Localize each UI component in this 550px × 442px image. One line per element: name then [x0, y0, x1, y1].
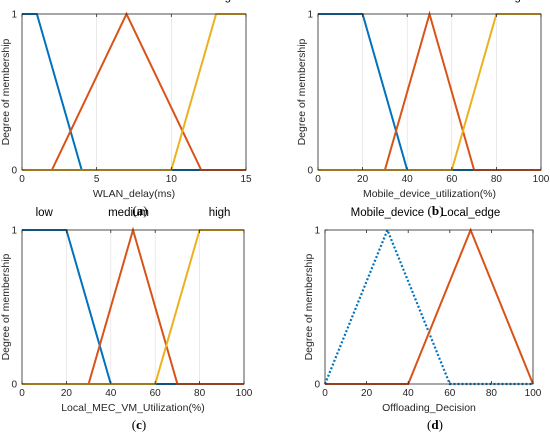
x-tick-label: 80: [194, 388, 206, 399]
panel-caption: (d): [427, 417, 443, 432]
plot-area: [318, 14, 541, 170]
term-label-medium: medium: [409, 0, 450, 3]
x-tick-label: 100: [525, 388, 542, 399]
y-tick-label: 0: [314, 380, 320, 391]
x-axis-title: WLAN_delay(ms): [93, 188, 175, 200]
plot-area: [22, 14, 246, 170]
x-tick-label: 0: [315, 174, 321, 185]
term-label-high: high: [506, 0, 528, 3]
term-label-medium: medium: [106, 0, 147, 3]
x-tick-label: 20: [361, 388, 373, 399]
y-axis-title: Degree of membership: [296, 38, 308, 145]
y-axis-title: Degree of membership: [0, 253, 12, 360]
y-tick-label: 0: [11, 166, 17, 177]
y-tick-label: 0: [11, 380, 17, 391]
term-label-low: low: [25, 0, 43, 3]
y-tick-label: 1: [11, 226, 17, 237]
x-tick-label: 10: [166, 174, 178, 185]
plot-area: [325, 230, 533, 384]
term-label-low: low: [36, 207, 54, 219]
x-tick-label: 60: [446, 174, 458, 185]
x-axis-title: Local_MEC_VM_Utilization(%): [61, 402, 205, 414]
x-tick-label: 5: [94, 174, 100, 185]
y-axis-title: Degree of membership: [0, 38, 12, 145]
term-label-mobile-device: Mobile_device: [351, 207, 425, 219]
plot-area: [22, 230, 244, 384]
x-tick-label: 40: [403, 388, 415, 399]
x-tick-label: 15: [240, 174, 252, 185]
x-tick-label: 40: [402, 174, 414, 185]
chart-panel-4: 0 20 40 60 80 100 0 1 Offloading_Decision Degree …: [303, 207, 542, 432]
term-label-high: high: [209, 207, 231, 219]
term-label-low: low: [332, 0, 350, 3]
x-tick-label: 0: [19, 174, 25, 185]
term-label-high: high: [216, 0, 238, 3]
x-tick-label: 100: [236, 388, 253, 399]
x-tick-label: 80: [491, 174, 503, 185]
x-tick-label: 40: [105, 388, 117, 399]
axes-frame: [317, 13, 542, 171]
x-tick-label: 100: [533, 174, 550, 185]
x-axis-title: Offloading_Decision: [382, 402, 476, 414]
x-tick-label: 20: [357, 174, 369, 185]
panel-caption: (b): [428, 203, 444, 218]
axes-frame: [324, 229, 534, 385]
y-tick-label: 1: [314, 226, 320, 237]
chart-panel-3: 0 20 40 60 80 100 0 1 Local_MEC_VM_Utilization(%…: [0, 207, 253, 432]
term-label-medium: medium: [108, 207, 149, 219]
x-tick-label: 20: [61, 388, 73, 399]
x-tick-label: 60: [150, 388, 162, 399]
x-tick-label: 0: [19, 388, 25, 399]
chart-panel-1: 0 5 10 15 0 1 WLAN_delay(ms) Degree of membersh…: [0, 0, 252, 218]
axes-frame: [21, 229, 245, 385]
y-tick-label: 1: [307, 10, 313, 21]
term-label-local-edge: Local_edge: [441, 207, 500, 219]
y-tick-label: 1: [11, 10, 17, 21]
y-axis-title: Degree of membership: [303, 253, 315, 360]
panel-caption: (a): [132, 203, 147, 218]
y-tick-label: 0: [307, 166, 313, 177]
x-tick-label: 60: [444, 388, 456, 399]
axes-frame: [21, 13, 247, 171]
x-tick-label: 80: [486, 388, 498, 399]
panel-caption: (c): [132, 417, 146, 432]
x-tick-label: 0: [322, 388, 328, 399]
chart-panel-2: 0 20 40 60 80 100 0 1 Mobile_device_utilization(…: [296, 0, 550, 218]
x-axis-title: Mobile_device_utilization(%): [363, 188, 496, 200]
